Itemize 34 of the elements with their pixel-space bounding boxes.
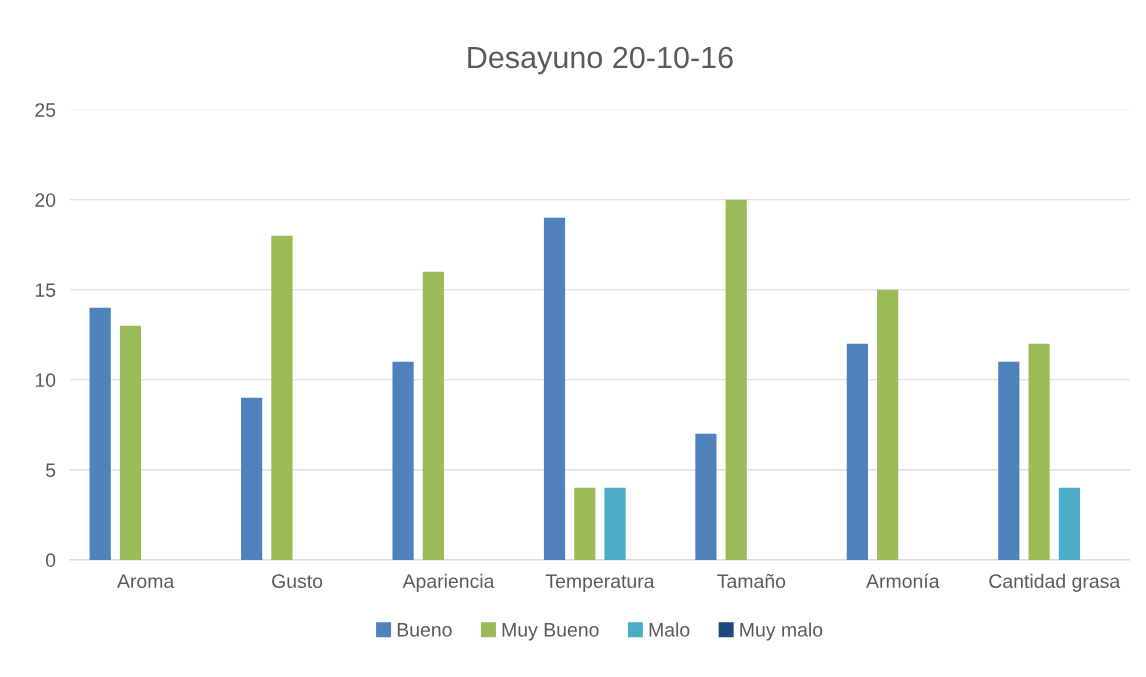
legend-label: Muy malo <box>740 622 823 641</box>
bar <box>422 271 444 560</box>
bar <box>119 325 142 560</box>
bar <box>574 487 596 560</box>
chart-title: Desayuno 20-10-16 <box>468 46 733 75</box>
bar <box>877 289 899 560</box>
bar <box>695 433 717 560</box>
x-tick-label: Apariencia <box>402 573 495 592</box>
y-tick-label: 20 <box>35 193 56 207</box>
x-tick-label: Aroma <box>117 574 175 589</box>
x-tick-label: Tamaño <box>717 573 786 589</box>
bar <box>271 235 293 560</box>
y-tick-label: 10 <box>35 373 56 388</box>
x-tick-label: Armonía <box>866 573 940 589</box>
x-tick-label: Cantidad grasa <box>989 573 1121 592</box>
legend-label: Muy Bueno <box>502 623 599 641</box>
bar <box>89 307 111 560</box>
bar <box>725 199 747 560</box>
bar <box>1058 487 1080 560</box>
x-tick-label: Gusto <box>272 574 323 589</box>
x-tick-label: Temperatura <box>545 574 655 592</box>
legend-label: Bueno <box>397 623 452 637</box>
y-tick-label: 5 <box>45 463 56 478</box>
y-tick-label: 0 <box>45 553 56 568</box>
bar <box>392 361 414 560</box>
bar <box>604 487 626 560</box>
y-tick-label: 15 <box>35 283 56 297</box>
legend-label: Malo <box>649 622 690 637</box>
bar <box>543 217 566 560</box>
bar <box>846 343 868 560</box>
bar <box>241 397 263 560</box>
y-tick-label: 25 <box>35 103 56 117</box>
bar <box>1028 343 1050 560</box>
bar <box>998 361 1020 560</box>
